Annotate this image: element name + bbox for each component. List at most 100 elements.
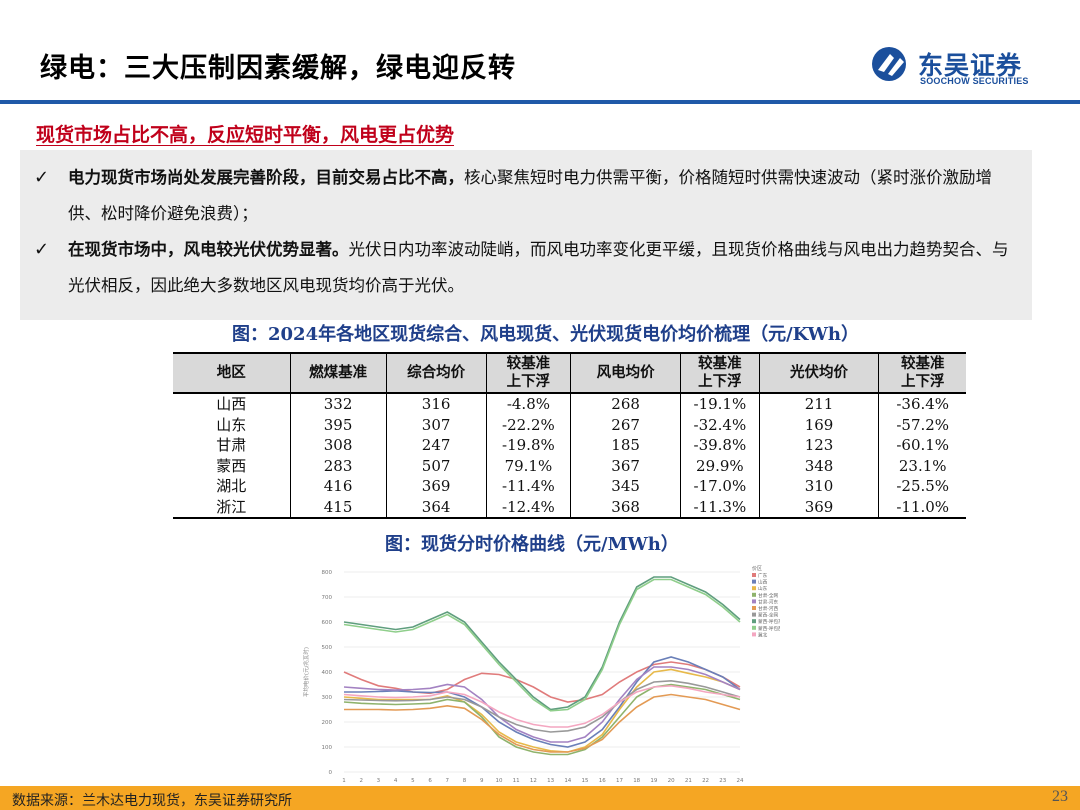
table-header-cell: 较基准 上下浮 [680, 352, 760, 394]
table-header-cell: 光伏均价 [759, 352, 880, 394]
price-table: 地区 燃煤基准 综合均价 较基准 上下浮 风电均价 较基准 上下浮 光伏均价 较基准… [173, 352, 966, 519]
table-cell: -11.4% [486, 476, 572, 497]
x-tick-label: 14 [564, 778, 571, 784]
x-tick-label: 15 [582, 778, 589, 784]
x-tick-label: 1 [342, 778, 346, 784]
table-cell: 283 [290, 455, 387, 476]
bullet-item: ✓ 电力现货市场尚处发展完善阶段，目前交易占比不高，核心聚焦短时电力供需平衡，价… [34, 160, 1009, 232]
legend-label: 蒙西-呼包东 [758, 618, 780, 625]
bullet-body-text: 核心聚焦短时电力供需平衡，价格随短时供需快速波动（紧时涨价激励增供、松时降价避免… [68, 168, 992, 223]
logo-text-cn: 东吴证券 [918, 51, 1023, 80]
y-axis-label: 平均电价(元/兆瓦时) [302, 647, 310, 697]
company-logo: 东吴证券 SOOCHOW SECURITIES [868, 44, 1038, 92]
x-tick-label: 12 [530, 778, 537, 784]
soochow-logo-icon [872, 47, 906, 81]
legend-swatch [752, 625, 756, 630]
table-cell: 369 [386, 476, 487, 497]
y-tick-label: 0 [329, 770, 333, 776]
table-row: 湖北 416 369 -11.4% 345 -17.0% 310 -25.5% [173, 476, 966, 497]
bullets-box: ✓ 电力现货市场尚处发展完善阶段，目前交易占比不高，核心聚焦短时电力供需平衡，价… [20, 150, 1032, 320]
table-cell: -57.2% [896, 415, 950, 434]
table-cell: -22.2% [486, 414, 572, 435]
series-line [343, 684, 741, 728]
table-cell: 395 [290, 414, 387, 435]
legend-label: 广东 [758, 572, 768, 579]
x-tick-label: 22 [702, 778, 709, 784]
y-tick-label: 600 [322, 620, 333, 626]
table-header-cell: 风电均价 [570, 352, 682, 394]
series-line [343, 679, 741, 733]
y-tick-label: 500 [322, 645, 333, 651]
table-row: 山西 332 316 -4.8% 268 -19.1% 211 -36.4% [173, 393, 966, 415]
table-cell: -12.4% [486, 496, 572, 519]
section-heading: 现货市场占比不高，反应短时平衡，风电更占优势 [36, 124, 455, 146]
table-cell: -39.8% [680, 435, 760, 456]
legend-label: 蒙西-全网 [758, 612, 778, 619]
series-line [344, 693, 741, 753]
legend-swatch [752, 592, 756, 597]
table-cell: 332 [290, 393, 387, 415]
x-tick-label: 20 [668, 778, 675, 784]
logo-text-en: SOOCHOW SECURITIES [920, 76, 1029, 86]
legend-swatch [752, 599, 756, 604]
bullet-bold-text: 电力现货市场尚处发展完善阶段，目前交易占比不高， [68, 168, 464, 187]
x-tick-label: 5 [411, 778, 415, 784]
y-tick-label: 200 [322, 720, 333, 726]
table-cell: 211 [759, 393, 880, 415]
x-tick-label: 17 [616, 778, 623, 784]
x-tick-label: 18 [633, 778, 640, 784]
table-cell: 23.1% [898, 456, 947, 475]
table-cell: 甘肃 [173, 435, 291, 456]
footer-bar [0, 786, 1080, 810]
table-cell: -32.4% [680, 414, 760, 435]
legend-label: 甘肃-河东 [758, 598, 778, 605]
table-cell: 368 [570, 496, 682, 519]
legend-swatch [752, 573, 756, 577]
table-caption: 图：2024年各地区现货综合、风电现货、光伏现货电价均价梳理（元/KWh） [232, 324, 859, 345]
legend-swatch [752, 579, 756, 584]
legend-title: 价区 [752, 566, 762, 572]
check-icon: ✓ [34, 167, 50, 188]
y-tick-label: 700 [322, 595, 333, 601]
table-row: 甘肃 308 247 -19.8% 185 -39.8% 123 -60.1% [173, 435, 966, 456]
legend-swatch [752, 606, 756, 610]
series-line [343, 666, 741, 743]
series-line [343, 576, 741, 711]
legend-label: 山东 [758, 585, 768, 592]
check-icon: ✓ [34, 239, 50, 260]
x-tick-label: 19 [650, 778, 657, 784]
series-line [343, 668, 741, 753]
x-tick-label: 13 [547, 778, 554, 784]
legend-swatch [752, 612, 756, 617]
table-cell: -17.0% [680, 476, 760, 497]
table-cell: 369 [759, 496, 880, 519]
y-tick-label: 100 [322, 745, 333, 751]
x-tick-label: 16 [599, 778, 606, 784]
page-number: 23 [1052, 788, 1068, 805]
x-tick-label: 2 [359, 778, 363, 784]
legend-label: 甘肃-河西 [758, 605, 778, 612]
table-cell: -36.4% [896, 395, 950, 414]
x-tick-label: 21 [685, 778, 692, 784]
table-cell: -4.8% [486, 393, 572, 415]
legend-label: 甘肃-全网 [758, 592, 778, 599]
x-tick-label: 7 [446, 778, 450, 784]
table-cell: 山东 [173, 414, 291, 435]
bullet-text: 在现货市场中，风电较光伏优势显著。光伏日内功率波动陡峭，而风电功率变化更平缓，且… [34, 232, 1009, 304]
page-title: 绿电：三大压制因素缓解，绿电迎反转 [40, 53, 516, 84]
legend-swatch [752, 632, 756, 637]
legend-label: 蒙西-呼包西 [758, 625, 780, 632]
series-line [343, 578, 741, 712]
table-header-cell: 较基准 上下浮 [486, 352, 572, 394]
table-cell: -11.0% [878, 496, 966, 519]
x-tick-label: 9 [480, 778, 484, 784]
chart-caption: 图：现货分时价格曲线（元/MWh） [385, 534, 679, 555]
y-tick-label: 300 [322, 695, 333, 701]
table-cell: 310 [759, 476, 880, 497]
table-cell: -60.1% [896, 436, 950, 455]
x-tick-label: 10 [495, 778, 502, 784]
table-cell: -11.3% [680, 496, 760, 519]
x-tick-label: 11 [513, 778, 520, 784]
bullet-bold-text: 在现货市场中，风电较光伏优势显著。 [68, 240, 349, 259]
table-cell: 79.1% [486, 455, 572, 476]
